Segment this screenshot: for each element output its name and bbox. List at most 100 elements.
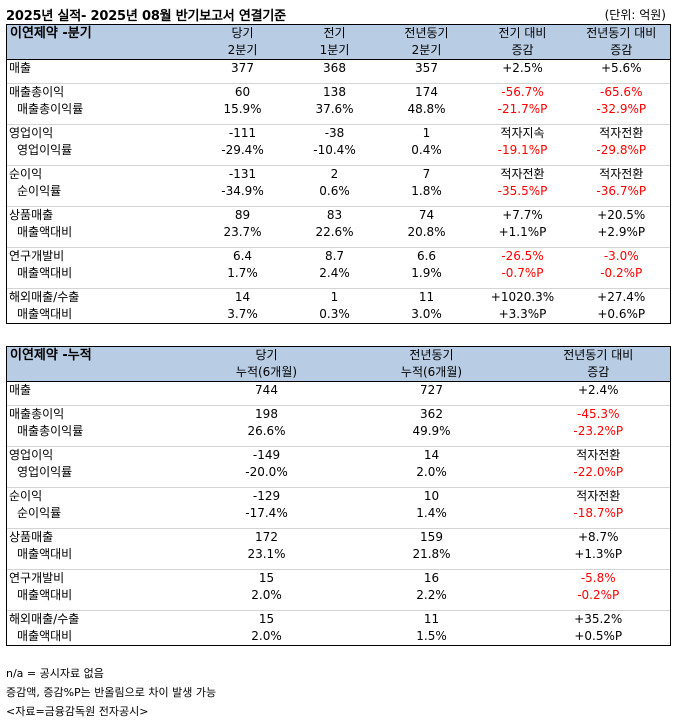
value-cell: 174 [380, 83, 473, 101]
row-label: 영업이익 [6, 124, 197, 142]
note-rounding: 증감액, 증감%P는 반올림으로 차이 발생 가능 [6, 686, 217, 699]
table-row: 영업이익 -149 14 적자전환 [6, 446, 671, 464]
table-row: 상품매출 172 159 +8.7% [6, 528, 671, 546]
value-cell: -35.5%P [497, 184, 548, 198]
table-row: 매출액대비 3.7% 0.3% 3.0% +3.3%P +0.6%P [6, 306, 671, 324]
cumulative-table: 이연제약 -누적 당기 전년동기 전년동기 대비 누적(6개월) 누적(6개월) 증감 매출 7… [6, 346, 671, 646]
table-row: 매출총이익 198 362 -45.3% [6, 405, 671, 423]
header-row-bottom: 누적(6개월) 누적(6개월) 증감 [6, 364, 671, 382]
value-cell: -0.2%P [526, 587, 671, 604]
value-cell: 60 [196, 83, 289, 101]
value-cell: 23.1% [247, 547, 286, 561]
table-row: 매출총이익 60 138 174 -56.7% -65.6% [6, 83, 671, 101]
group-spacer [6, 522, 671, 529]
row-label: 순이익률 [6, 505, 197, 522]
value-cell: 14 [196, 288, 289, 306]
spacer-cell [6, 563, 197, 570]
value-cell: 23.7% [223, 225, 262, 239]
value-cell: +27.4% [572, 288, 671, 306]
value-cell: 1.4% [416, 506, 447, 520]
header-row-top: 이연제약 -누적 당기 전년동기 전년동기 대비 [6, 346, 671, 364]
table-row: 매출액대비 23.1% 21.8% +1.3%P [6, 546, 671, 563]
column-header: 전기 [288, 24, 381, 42]
row-label: 매출액대비 [6, 628, 197, 646]
value-cell: 1.5% [336, 628, 527, 646]
value-cell: 적자지속 [472, 124, 573, 142]
spacer-cell [6, 77, 197, 84]
value-cell: 1.7% [227, 266, 258, 280]
row-label: 영업이익 [6, 446, 197, 464]
table-row: 순이익률 -17.4% 1.4% -18.7%P [6, 505, 671, 522]
group-spacer [6, 440, 671, 447]
column-header: 전년동기 [336, 346, 527, 364]
table-row: 해외매출/수출 15 11 +35.2% [6, 610, 671, 628]
column-subheader: 증감 [526, 364, 671, 382]
value-cell: -5.8% [526, 569, 671, 587]
section-title: 이연제약 -분기 [6, 24, 197, 42]
column-header: 전년동기 대비 [526, 346, 671, 364]
header-row-top: 이연제약 -분기 당기 전기 전년동기 전기 대비 전년동기 대비 [6, 24, 671, 42]
value-cell: -3.0% [572, 247, 671, 265]
value-cell: 357 [415, 61, 438, 75]
spacer-cell [526, 481, 671, 488]
column-subheader: 증감 [572, 42, 671, 60]
value-cell: 74 [380, 206, 473, 224]
value-cell: 48.8% [407, 102, 446, 116]
column-header: 당기 [196, 24, 289, 42]
spacer-cell [6, 159, 197, 166]
value-cell: 26.6% [247, 424, 286, 438]
group-spacer [6, 481, 671, 488]
value-cell: 89 [196, 206, 289, 224]
value-cell: -36.7%P [572, 183, 671, 200]
value-cell: -19.1%P [497, 143, 548, 157]
header-blank [6, 42, 197, 60]
column-header: 전년동기 대비 [572, 24, 671, 42]
value-cell: 0.6% [319, 184, 350, 198]
value-cell: 8.7 [288, 247, 381, 265]
value-cell: -34.9% [221, 184, 264, 198]
value-cell: 2.0% [416, 465, 447, 479]
value-cell: +3.3%P [472, 306, 573, 324]
value-cell: 적자전환 [526, 487, 671, 505]
value-cell: 1.9% [411, 266, 442, 280]
value-cell: 377 [231, 61, 254, 75]
spacer-cell [526, 440, 671, 447]
table-row: 상품매출 89 83 74 +7.7% +20.5% [6, 206, 671, 224]
value-cell: 15 [196, 610, 337, 628]
table-row: 매출 377 368 357 +2.5% +5.6% [6, 59, 671, 77]
value-cell: 6.6 [380, 247, 473, 265]
column-subheader: 누적(6개월) [336, 364, 527, 382]
group-spacer [6, 159, 671, 166]
value-cell: 362 [336, 405, 527, 423]
value-cell: 0.4% [411, 143, 442, 157]
row-label: 매출총이익 [6, 83, 197, 101]
value-cell: 14 [336, 446, 527, 464]
value-cell: 6.4 [196, 247, 289, 265]
value-cell: 10 [336, 487, 527, 505]
value-cell: 727 [420, 383, 443, 397]
value-cell: -32.9%P [572, 101, 671, 118]
value-cell: 368 [323, 61, 346, 75]
row-label: 매출액대비 [6, 546, 197, 563]
table-row: 매출총이익률 15.9% 37.6% 48.8% -21.7%P -32.9%P [6, 101, 671, 118]
value-cell: -29.8%P [572, 142, 671, 159]
column-header: 전년동기 [380, 24, 473, 42]
value-cell: -45.3% [526, 405, 671, 423]
column-header: 전기 대비 [472, 24, 573, 42]
value-cell: -131 [196, 165, 289, 183]
unit-label: (단위: 억원) [604, 8, 666, 22]
column-subheader: 2분기 [380, 42, 473, 60]
value-cell: 15 [196, 569, 337, 587]
value-cell: 83 [288, 206, 381, 224]
value-cell: 2 [288, 165, 381, 183]
table-row: 영업이익 -111 -38 1 적자지속 적자전환 [6, 124, 671, 142]
value-cell: 1 [380, 124, 473, 142]
value-cell: 49.9% [412, 424, 451, 438]
value-cell: +35.2% [526, 610, 671, 628]
value-cell: 2.0% [251, 588, 282, 602]
section-title: 이연제약 -누적 [6, 346, 197, 364]
row-label: 매출총이익률 [6, 423, 197, 440]
value-cell: -10.4% [313, 143, 356, 157]
row-label: 매출액대비 [6, 224, 197, 241]
row-label: 연구개발비 [6, 247, 197, 265]
